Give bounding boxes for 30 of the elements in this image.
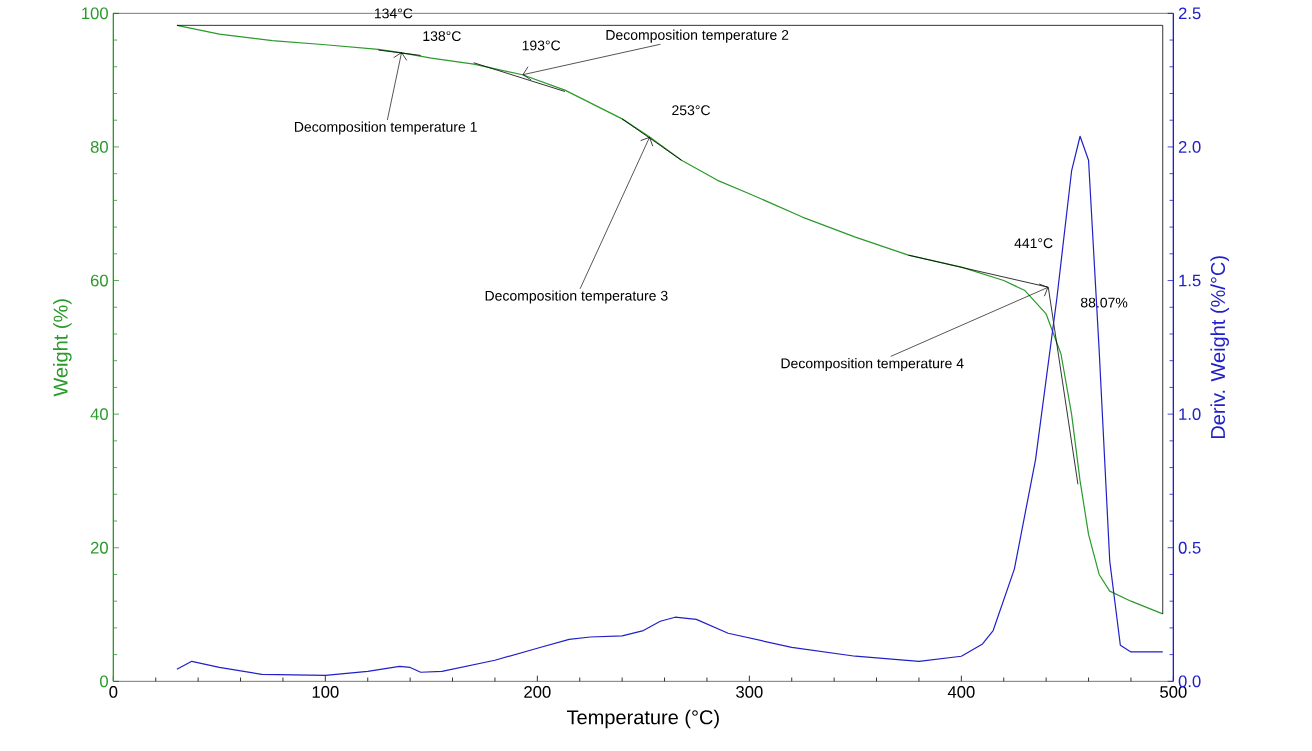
y2-axis-title: Deriv. Weight (%/°C) <box>1210 256 1230 439</box>
annotation: 134°C <box>374 8 413 19</box>
x-tick-label: 200 <box>524 686 551 699</box>
annotation: 193°C <box>522 40 561 51</box>
y-tick-label: 20 <box>90 542 108 554</box>
y2-tick-label: 1.5 <box>1179 274 1201 287</box>
y-tick-label: 60 <box>90 274 108 287</box>
annotation: Decomposition temperature 2 <box>606 29 789 43</box>
y-axis-title: Weight (%) <box>53 299 72 397</box>
x-axis-title: Temperature (°C) <box>566 709 719 729</box>
y-tick-label: 80 <box>90 141 108 153</box>
annotation: 253°C <box>672 105 711 116</box>
y-tick-label: 100 <box>82 7 108 20</box>
annotation: 441°C <box>1014 238 1053 249</box>
y2-tick-label: 2.0 <box>1178 141 1201 153</box>
annotation: Decomposition temperature 3 <box>485 290 668 304</box>
x-tick-label: 100 <box>312 686 339 699</box>
annotation: 138°C <box>423 31 461 42</box>
x-tick-label: 500 <box>1160 686 1187 699</box>
x-tick-label: 400 <box>947 686 975 699</box>
y-tick-label: 0 <box>100 675 108 688</box>
x-tick-label: 0 <box>109 686 118 699</box>
y2-tick-label: 1.0 <box>1179 408 1201 421</box>
x-tick-label: 300 <box>736 686 763 699</box>
y2-tick-label: 2.5 <box>1178 7 1201 20</box>
y-tick-label: 40 <box>90 408 108 421</box>
annotation: Decomposition temperature 1 <box>294 121 477 135</box>
y2-tick-label: 0.5 <box>1178 542 1201 554</box>
annotation: Decomposition temperature 4 <box>781 358 964 372</box>
y2-tick-label: 0.0 <box>1178 675 1201 688</box>
